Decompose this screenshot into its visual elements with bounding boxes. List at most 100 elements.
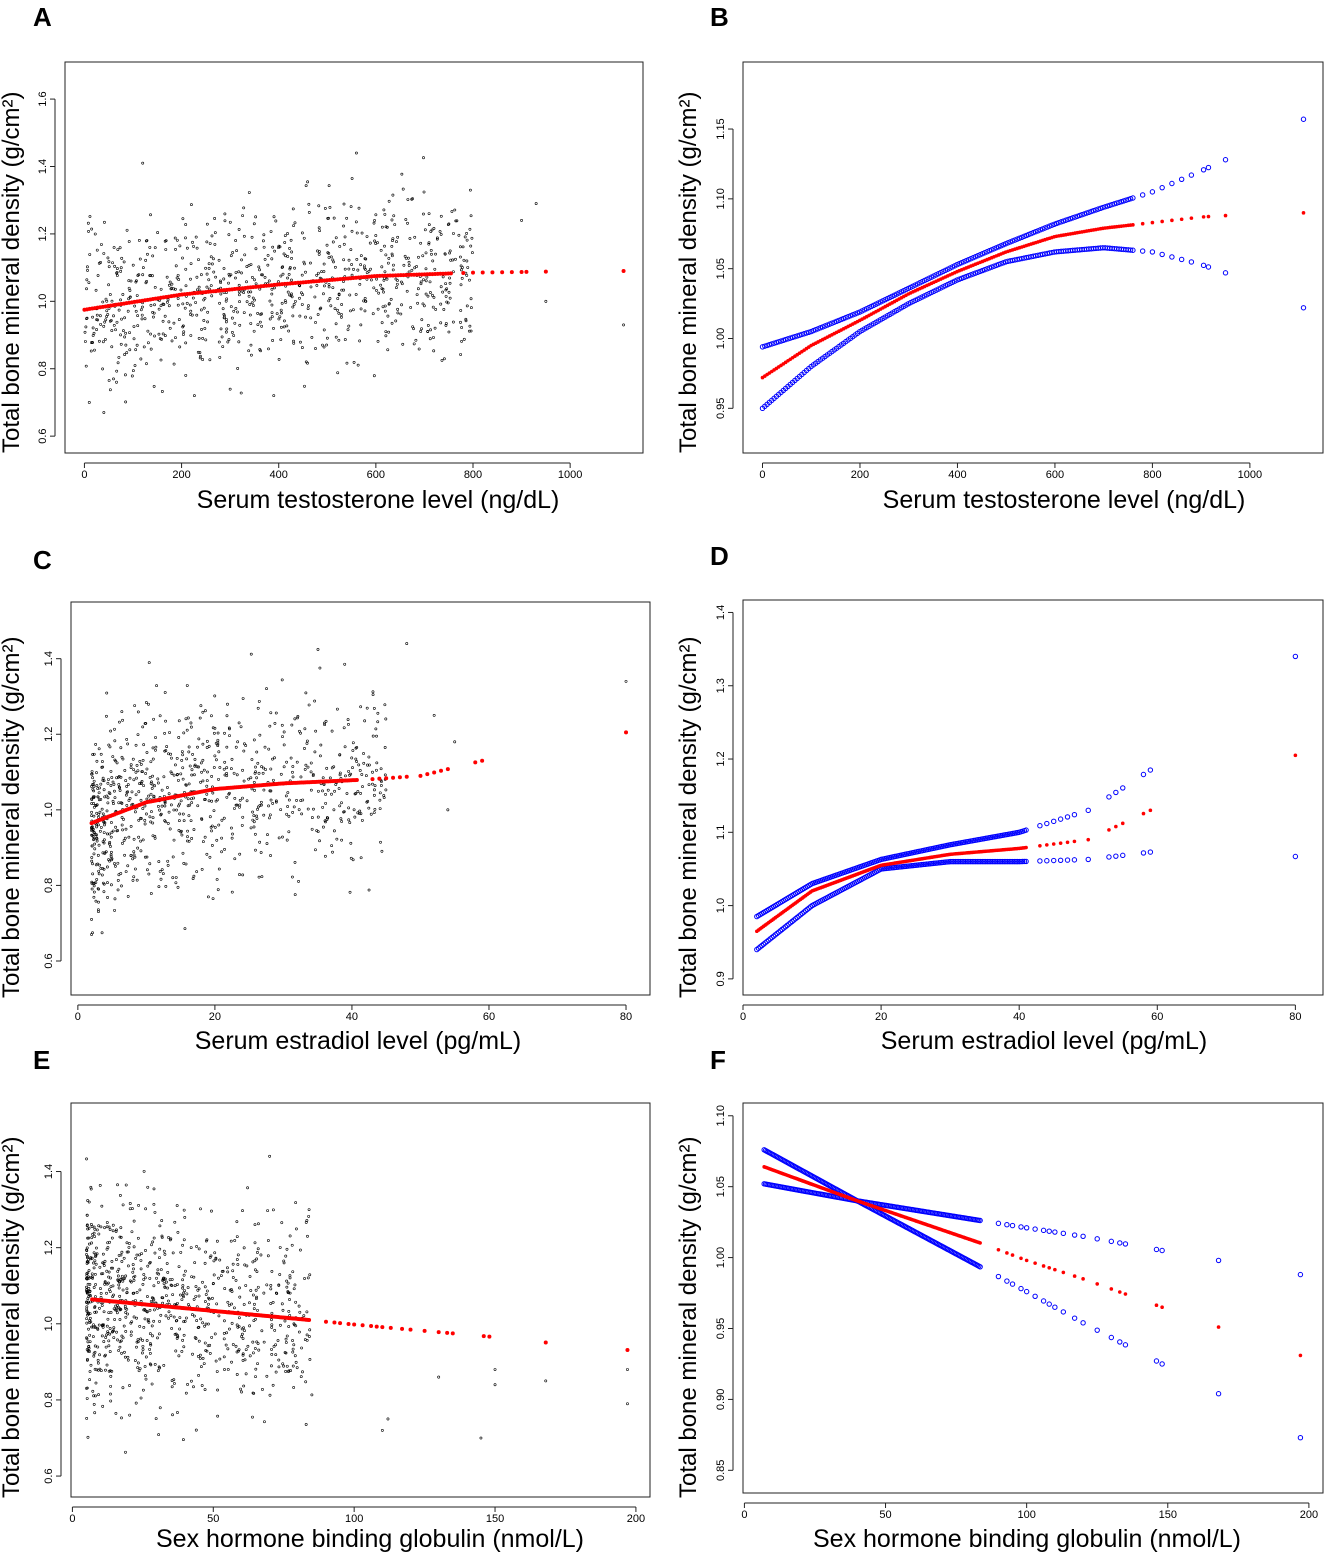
y-tick-label: 1.2 (43, 1240, 55, 1255)
scatter-point (148, 274, 152, 277)
ci-lower-point (1169, 254, 1175, 260)
scatter-point (139, 1267, 143, 1271)
scatter-point (493, 1368, 497, 1371)
ci-lower-point (954, 858, 960, 865)
fit-point (1223, 213, 1228, 218)
scatter-point (160, 1234, 164, 1238)
scatter-point (109, 1285, 113, 1288)
scatter-point (181, 256, 184, 260)
scatter-point (189, 262, 193, 266)
ci-upper-point (1297, 1271, 1304, 1278)
scatter-point (117, 1267, 121, 1271)
scatter-point (201, 1280, 204, 1284)
x-tick-label: 0 (740, 1011, 746, 1023)
scatter-point (197, 765, 200, 769)
ci-upper-point (1053, 220, 1060, 227)
scatter-point (306, 1234, 309, 1238)
scatter-point (120, 317, 123, 321)
scatter-point (419, 280, 423, 284)
fit-point (1160, 219, 1164, 224)
scatter-point (115, 380, 118, 384)
scatter-point (383, 309, 387, 313)
x-tick-label: 80 (620, 1011, 632, 1023)
scatter-point (332, 829, 336, 833)
fit-point (480, 758, 485, 763)
scatter-point (373, 788, 376, 792)
scatter-point (105, 865, 109, 869)
scatter-point (338, 771, 342, 775)
scatter-point (212, 809, 216, 812)
scatter-point (177, 318, 181, 321)
scatter-point (88, 1340, 92, 1343)
y-tick-label: 1.0 (715, 898, 727, 913)
ci-lower-point (999, 858, 1006, 865)
ci-upper-point (1178, 176, 1185, 183)
scatter-point (201, 1357, 205, 1360)
scatter-point (153, 303, 156, 307)
ci-upper-point (1111, 201, 1118, 207)
scatter-point (329, 304, 333, 308)
scatter-point (241, 1332, 244, 1336)
fit-point (1058, 841, 1063, 845)
scatter-point (240, 258, 243, 262)
x-tick-label: 1000 (1238, 469, 1262, 481)
ci-lower-point (1178, 256, 1185, 263)
scatter-point (263, 275, 267, 279)
scatter-point (166, 300, 169, 304)
ci-upper-point (1139, 192, 1146, 198)
scatter-point (470, 236, 474, 240)
scatter-point (285, 1364, 289, 1368)
scatter-point (374, 727, 378, 731)
scatter-point (380, 1428, 384, 1432)
scatter-point (209, 284, 213, 288)
y-axis-title: Total bone mineral density (g/cm²) (675, 636, 702, 998)
scatter-point (178, 1327, 182, 1331)
scatter-point (87, 281, 91, 284)
scatter-point (136, 710, 140, 714)
scatter-point (90, 1325, 94, 1329)
scatter-point (94, 1381, 98, 1385)
scatter-point (85, 1277, 89, 1280)
ci-upper-point (1070, 215, 1076, 221)
scatter-point (132, 1315, 136, 1319)
scatter-point (124, 331, 128, 335)
fit-point (1010, 1253, 1015, 1257)
ci-upper-point (1056, 219, 1062, 226)
scatter-point (407, 264, 411, 267)
scatter-point (145, 751, 149, 754)
scatter-point (379, 283, 383, 287)
fit-point (1123, 1292, 1128, 1296)
ci-upper-point (1051, 818, 1057, 825)
scatter-point (265, 1283, 269, 1287)
scatter-point (251, 1293, 255, 1297)
scatter-point (392, 263, 395, 267)
scatter-point (216, 1414, 220, 1418)
scatter-point (98, 314, 102, 318)
scatter-point (108, 388, 112, 392)
scatter-point (121, 841, 124, 845)
scatter-point (354, 220, 358, 224)
scatter-point (210, 1209, 213, 1213)
scatter-point (375, 277, 378, 281)
scatter-point (133, 855, 137, 859)
scatter-point (220, 818, 224, 822)
scatter-point (141, 266, 145, 270)
scatter-point (115, 776, 119, 780)
scatter-point (257, 1348, 261, 1352)
scatter-point (238, 1286, 241, 1290)
scatter-point (124, 827, 128, 831)
scatter-point (153, 1251, 157, 1255)
scatter-point (168, 731, 171, 734)
scatter-point (347, 258, 351, 262)
scatter-point (402, 263, 406, 267)
scatter-point (222, 816, 226, 820)
scatter-point (277, 317, 281, 321)
fit-point (445, 767, 450, 772)
plot-frame (742, 1102, 1324, 1494)
scatter-point (141, 1388, 145, 1392)
ci-lower-point (961, 858, 967, 865)
scatter-point (115, 829, 119, 833)
scatter-point (107, 1288, 111, 1292)
scatter-point (429, 230, 433, 233)
